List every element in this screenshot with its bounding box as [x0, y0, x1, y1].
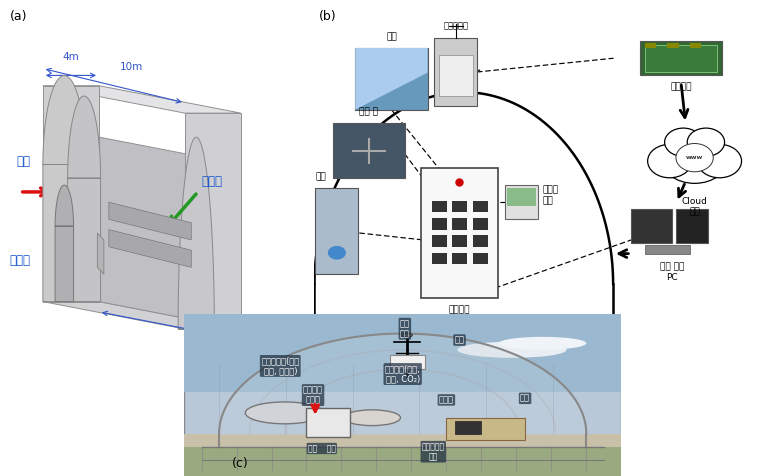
Text: 복합환경
제어기: 복합환경 제어기	[303, 386, 323, 405]
Circle shape	[697, 144, 742, 178]
Ellipse shape	[457, 342, 567, 358]
Bar	[472, 253, 488, 264]
Text: 복합환경
제어기: 복합환경 제어기	[449, 305, 470, 325]
Circle shape	[402, 333, 413, 337]
FancyBboxPatch shape	[640, 41, 722, 75]
Text: 천창: 천창	[455, 336, 465, 345]
Polygon shape	[97, 233, 104, 274]
Polygon shape	[109, 229, 191, 268]
Text: 내부센서(온도,
습도, CO₂): 내부센서(온도, 습도, CO₂)	[385, 364, 420, 384]
Bar	[432, 253, 447, 264]
Text: (b): (b)	[319, 10, 337, 23]
Bar	[667, 43, 679, 48]
Bar	[472, 218, 488, 229]
Polygon shape	[43, 302, 241, 329]
Bar	[631, 209, 672, 243]
Text: 천창: 천창	[386, 32, 397, 41]
Polygon shape	[99, 137, 241, 329]
Circle shape	[647, 144, 692, 178]
Polygon shape	[55, 185, 74, 302]
Bar	[676, 209, 708, 243]
Polygon shape	[109, 202, 191, 240]
FancyBboxPatch shape	[307, 408, 351, 437]
Bar	[184, 314, 621, 392]
Circle shape	[676, 143, 713, 172]
FancyBboxPatch shape	[390, 355, 425, 369]
Polygon shape	[185, 113, 241, 329]
Text: 입구: 입구	[17, 155, 31, 168]
Ellipse shape	[245, 402, 324, 424]
Bar	[690, 43, 701, 48]
Circle shape	[665, 128, 702, 156]
Polygon shape	[43, 76, 86, 302]
Bar	[184, 434, 621, 447]
Polygon shape	[67, 96, 100, 302]
Bar	[472, 236, 488, 247]
Polygon shape	[178, 138, 215, 329]
Bar	[472, 201, 488, 212]
Circle shape	[328, 246, 346, 259]
Text: 전부기상대
콘솔: 전부기상대 콘솔	[422, 442, 445, 461]
FancyBboxPatch shape	[505, 185, 538, 219]
Bar	[645, 45, 717, 72]
Bar	[446, 418, 525, 440]
Circle shape	[660, 132, 729, 183]
Text: 재배부: 재배부	[201, 175, 222, 188]
Polygon shape	[43, 86, 99, 302]
Text: 온실 제어
PC: 온실 제어 PC	[660, 262, 684, 282]
Circle shape	[687, 128, 725, 156]
Text: (a): (a)	[10, 10, 28, 23]
FancyBboxPatch shape	[333, 123, 405, 178]
Text: 숙창: 숙창	[520, 394, 530, 403]
Bar	[432, 218, 447, 229]
Bar	[507, 188, 536, 206]
Bar	[455, 421, 482, 434]
Text: 5m: 5m	[189, 326, 206, 336]
Text: 외무기상대: 외무기상대	[443, 22, 469, 31]
FancyBboxPatch shape	[355, 48, 427, 109]
Bar	[432, 236, 447, 247]
Text: 강우
센서: 강우 센서	[400, 319, 410, 338]
Text: 4m: 4m	[63, 52, 79, 62]
Text: 센서노드: 센서노드	[670, 82, 692, 91]
Text: 환기 팬: 환기 팬	[359, 108, 378, 117]
Polygon shape	[43, 86, 241, 113]
FancyBboxPatch shape	[434, 38, 477, 106]
FancyBboxPatch shape	[315, 188, 358, 274]
Bar	[432, 201, 447, 212]
Text: Cloud
서버: Cloud 서버	[682, 197, 707, 217]
Ellipse shape	[499, 337, 586, 350]
Text: 제어부: 제어부	[10, 254, 31, 267]
Text: 온습도
센서: 온습도 센서	[543, 186, 559, 205]
Polygon shape	[355, 48, 427, 109]
Text: 외부기상대(습도
습도, 일사량): 외부기상대(습도 습도, 일사량)	[261, 356, 299, 376]
Text: 숙창: 숙창	[315, 173, 326, 182]
Bar	[453, 236, 467, 247]
Bar	[453, 218, 467, 229]
Bar	[645, 245, 690, 254]
Text: 제어부: 제어부	[439, 396, 454, 405]
Text: 전관    내부: 전관 내부	[308, 444, 336, 453]
Ellipse shape	[344, 410, 400, 426]
Text: (c): (c)	[232, 456, 249, 469]
Bar	[439, 55, 472, 96]
Text: 10m: 10m	[120, 62, 143, 72]
Bar	[453, 201, 467, 212]
Bar	[645, 43, 656, 48]
Text: www: www	[686, 155, 703, 160]
FancyBboxPatch shape	[421, 168, 498, 298]
Bar	[453, 253, 467, 264]
Bar	[184, 440, 621, 476]
